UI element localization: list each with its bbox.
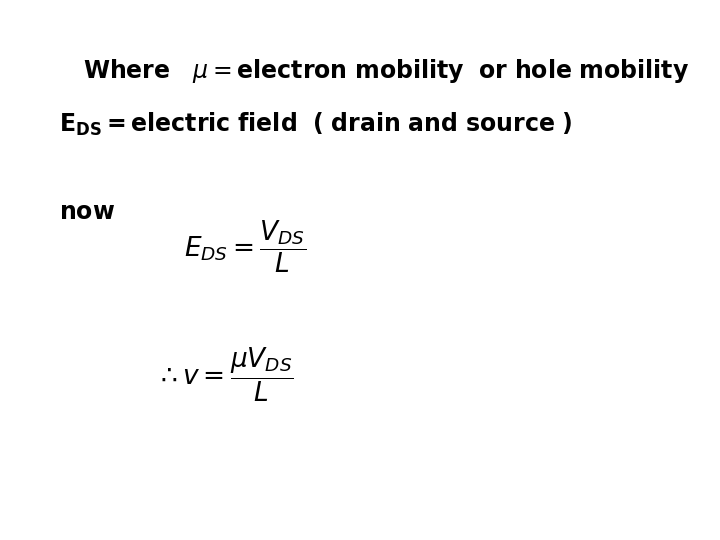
- Text: $\mathbf{Where} \quad \mu = \mathbf{electron\ mobility\ \ or\ hole\ mobility}$: $\mathbf{Where} \quad \mu = \mathbf{elec…: [83, 57, 689, 85]
- Text: $\mathbf{now}$: $\mathbf{now}$: [59, 200, 115, 224]
- Text: $\mathbf{E_{DS} = electric\ field\ \ (\ drain\ and\ source\ )}$: $\mathbf{E_{DS} = electric\ field\ \ (\ …: [59, 111, 572, 138]
- Text: $\therefore v = \dfrac{\mu V_{DS}}{L}$: $\therefore v = \dfrac{\mu V_{DS}}{L}$: [155, 346, 293, 404]
- Text: $E_{DS} = \dfrac{V_{DS}}{L}$: $E_{DS} = \dfrac{V_{DS}}{L}$: [184, 219, 306, 275]
